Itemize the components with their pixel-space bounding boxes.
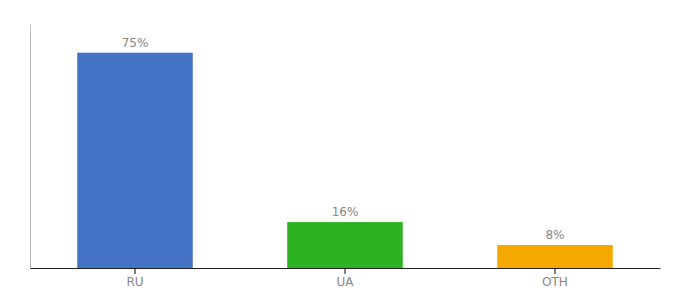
x-tick: UA — [337, 268, 355, 289]
bar — [287, 222, 403, 268]
x-tick: RU — [126, 268, 143, 289]
plot: RU UA OTH 75% 16% 8% — [31, 25, 661, 289]
data-label: 16% — [332, 205, 359, 219]
data-label: 8% — [545, 228, 564, 242]
y-axis — [30, 25, 31, 269]
x-tick-mark — [555, 268, 556, 274]
data-label: 75% — [122, 36, 149, 50]
data-labels: 75% 16% 8% — [122, 36, 565, 242]
bar — [497, 245, 613, 268]
x-tick-label: OTH — [542, 275, 568, 289]
x-tick-label: UA — [337, 275, 355, 289]
bar — [77, 53, 193, 268]
bars — [77, 53, 613, 268]
x-tick-mark — [345, 268, 346, 274]
x-tick-mark — [135, 268, 136, 274]
x-tick: OTH — [542, 268, 568, 289]
x-axis: RU UA OTH — [31, 268, 661, 289]
x-tick-label: RU — [126, 275, 143, 289]
chart: RU UA OTH 75% 16% 8% — [0, 0, 680, 300]
y-axis-line — [30, 25, 31, 269]
